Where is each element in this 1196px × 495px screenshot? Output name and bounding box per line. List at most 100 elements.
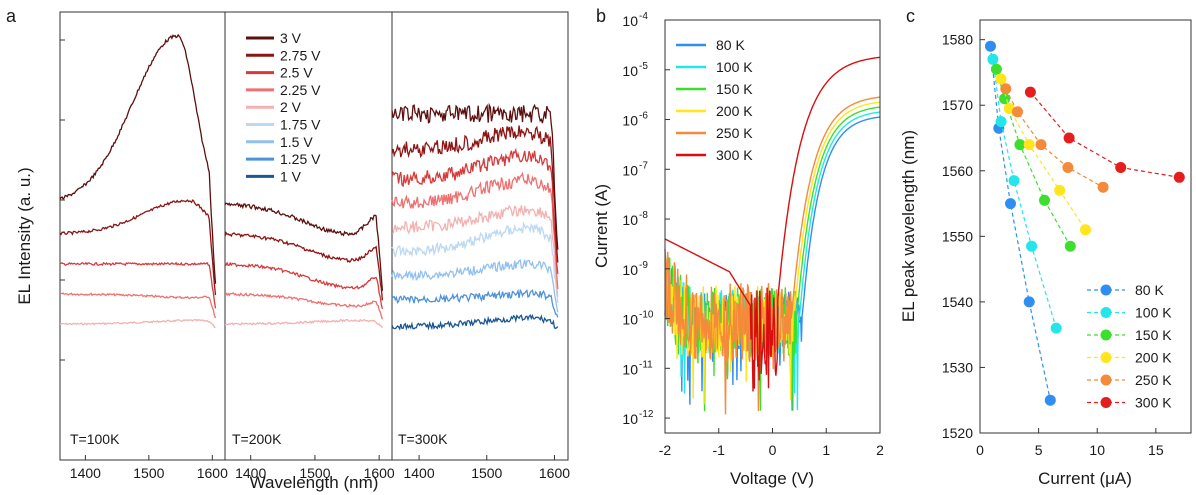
panel-c-xtick-label: 0 [976, 442, 984, 458]
data-point-80K [1005, 198, 1016, 210]
legend-label: 1.25 V [280, 151, 321, 167]
data-point-250K [1000, 83, 1012, 95]
el-curve-t=200k-275V [224, 231, 384, 301]
panel-b-xtick-label: 1 [822, 442, 830, 458]
legend-label: 1.75 V [280, 117, 321, 133]
panel-b-ytick-exp: -12 [639, 409, 654, 420]
panel-b-ytick-base: 10 [622, 361, 638, 377]
legend-marker-200K [1100, 352, 1112, 363]
legend-label: 3 V [280, 30, 302, 46]
el-curve-t=100k-2V [59, 318, 216, 329]
panel-b-xtick-label: 2 [876, 442, 884, 458]
legend-marker-250K [1100, 374, 1112, 386]
data-point-250K [1035, 139, 1047, 151]
panel-c: 0 5 10 15 1520 1530 1540 1550 1560 1570 1580 80 K 1… [899, 19, 1192, 488]
series-line-300K [1029, 91, 1180, 178]
panel-b-ytick-exp: -5 [639, 61, 648, 72]
el-curve-t=300k-2V [391, 204, 559, 297]
legend-label: 2.75 V [280, 47, 321, 63]
data-point-100K [995, 116, 1007, 128]
panel-a-ticks: 1400 1500 1600 1400 1500 1600 1400 1500 1600 [60, 39, 570, 481]
legend-label: 2.25 V [280, 82, 321, 98]
panel-c-xlabel: Current (μA) [1038, 469, 1132, 488]
panel-c-legend: 80 K 100 K 150 K 200 K 250 K 300 K [1087, 282, 1172, 411]
data-point-250K [1097, 181, 1109, 193]
panel-a-xtick-label: 1500 [299, 465, 330, 481]
el-curve-t=300k-3V [391, 102, 559, 250]
data-point-200K [995, 73, 1007, 85]
legend-label: 200 K [1135, 350, 1172, 366]
panel-b-frame [664, 19, 881, 434]
panel-b-xtick-label: 0 [769, 442, 777, 458]
panel-b-ytick-exp: -4 [639, 11, 648, 22]
data-point-300K [1173, 171, 1185, 183]
panel-b-ytick-exp: -6 [639, 111, 648, 122]
data-point-300K [1115, 162, 1127, 173]
panel-a-xtick-label: 1600 [539, 465, 570, 481]
el-curve-t=300k-125V [391, 288, 559, 318]
data-point-250K [1062, 162, 1074, 173]
panel-b-xtick-label: -2 [659, 442, 672, 458]
panel-a-ylabel: EL Intensity (a. u.) [15, 167, 34, 304]
el-curve-t=100k-275V [59, 199, 217, 296]
panel-a-xtick-label: 1400 [235, 465, 266, 481]
panel-c-ytick-label: 1580 [942, 32, 973, 48]
el-curve-t=300k-225V [391, 171, 559, 290]
legend-marker-80K [1100, 284, 1112, 296]
el-curve-t=200k-3V [224, 202, 384, 291]
legend-label: 200 K [716, 103, 753, 119]
panel-b-ytick-base: 10 [622, 13, 638, 29]
legend-label: 250 K [1135, 372, 1172, 388]
panel-b-xlabel: Voltage (V) [730, 469, 814, 488]
panel-c-xtick-label: 15 [1148, 442, 1164, 458]
data-point-80K [985, 40, 996, 52]
panel-a-xtick-label: 1600 [364, 465, 395, 481]
panel-c-frame [979, 19, 1192, 434]
el-curve-t=200k-2V [224, 318, 383, 329]
data-point-150K [990, 63, 1002, 75]
data-point-200K [1023, 139, 1035, 151]
panel-b-ytick-exp: -7 [639, 160, 648, 171]
panel-b-ytick-base: 10 [622, 63, 638, 79]
el-curve-t=100k-25V [60, 261, 217, 309]
panel-c-series [985, 40, 1185, 406]
panel-a-xtick-label: 1400 [70, 465, 101, 481]
subpanel-label-200k: T=200K [232, 431, 282, 447]
data-point-100K [1008, 175, 1020, 187]
panel-a-xlabel: Wavelength (nm) [250, 473, 379, 492]
panel-c-xtick-label: 10 [1089, 442, 1105, 458]
data-point-100K [1050, 322, 1062, 334]
panel-c-ytick-label: 1560 [942, 163, 973, 179]
panel-b-ytick-exp: -11 [639, 359, 653, 370]
data-point-200K [1080, 224, 1091, 236]
el-curve-t=100k-225V [59, 292, 217, 319]
panel-c-xtick-label: 5 [1035, 442, 1043, 458]
data-point-150K [1039, 194, 1050, 206]
el-curve-t=300k-25V [391, 147, 559, 274]
panel-c-ylabel: EL peak wavelength (nm) [899, 130, 918, 322]
series-line-250K [1005, 88, 1104, 188]
panel-b-curves [664, 56, 881, 415]
data-point-150K [999, 93, 1011, 105]
panel-b-ytick-exp: -8 [639, 210, 648, 221]
subpanel-label-100k: T=100K [70, 431, 120, 447]
legend-label: 100 K [716, 59, 753, 75]
legend-label: 100 K [1135, 305, 1172, 321]
legend-label: 2 V [280, 99, 302, 115]
data-point-300K [1063, 132, 1075, 144]
panel-a: 1400 1500 1600 1400 1500 1600 1400 1500 1600 3 V… [15, 11, 570, 492]
panel-a-frame [59, 11, 569, 461]
iv-curve-300K [664, 56, 881, 392]
panel-b-ytick-base: 10 [622, 162, 638, 178]
legend-marker-100K [1100, 307, 1112, 318]
panel-a-xtick-label: 1600 [197, 465, 228, 481]
el-curve-t=300k-175V [391, 221, 559, 303]
panel-c-ytick-label: 1520 [942, 425, 973, 441]
legend-label: 150 K [1135, 327, 1172, 343]
el-curve-t=300k-1V [391, 313, 559, 331]
el-curve-t=200k-25V [224, 261, 384, 310]
legend-marker-300K [1100, 397, 1112, 408]
iv-curve-250K [664, 96, 881, 415]
panel-label-b: b [596, 6, 606, 26]
